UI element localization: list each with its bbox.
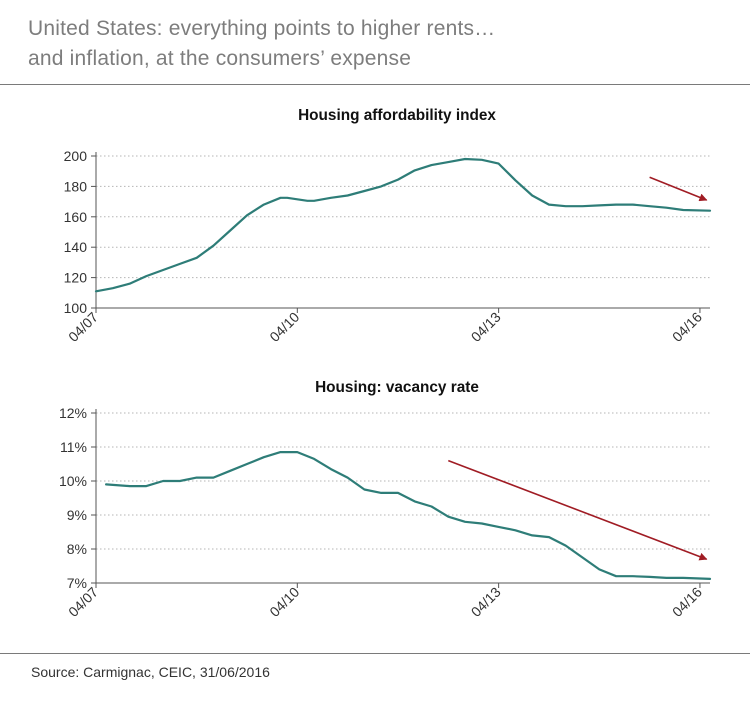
y-tick-label: 100 (64, 300, 88, 316)
y-tick-label: 180 (64, 178, 88, 194)
chart-title: Housing: vacancy rate (315, 379, 479, 396)
y-tick-label: 11% (60, 439, 87, 455)
x-tick-label: 04/10 (266, 309, 302, 345)
x-tick-label: 04/13 (468, 309, 504, 345)
trend-arrow (448, 459, 708, 561)
series-line (104, 450, 712, 580)
affordability-chart: Housing affordability index 100 120 140 160 1… (64, 107, 712, 345)
y-tick-label: 12% (59, 405, 87, 421)
title-block: United States: everything points to high… (28, 14, 728, 74)
y-tick-label: 140 (64, 239, 88, 255)
y-tick-label: 10% (59, 473, 87, 489)
source-note: Source: Carmignac, CEIC, 31/06/2016 (31, 664, 270, 680)
x-tick-label: 04/13 (468, 584, 504, 620)
bottom-divider (0, 653, 750, 654)
trend-arrow (649, 176, 708, 202)
y-tick-label: 200 (64, 148, 88, 164)
y-tick-label: 120 (64, 270, 88, 286)
chart-title: Housing affordability index (298, 107, 496, 124)
page-title-line-2: and inflation, at the consumers’ expense (28, 47, 412, 70)
y-tick-label: 160 (64, 209, 88, 225)
series-line (94, 157, 712, 293)
page-title-line-1: United States: everything points to high… (28, 17, 496, 40)
y-tick-label: 9% (67, 507, 87, 523)
x-tick-label: 04/16 (669, 584, 705, 620)
y-tick-label: 7% (67, 575, 87, 591)
vacancy-rate-chart: Housing: vacancy rate7%8%9%10%11%12%04/0… (59, 379, 712, 620)
x-tick-label: 04/16 (669, 309, 705, 345)
y-tick-label: 8% (67, 541, 87, 557)
top-divider (0, 84, 750, 85)
x-tick-label: 04/10 (266, 584, 302, 620)
